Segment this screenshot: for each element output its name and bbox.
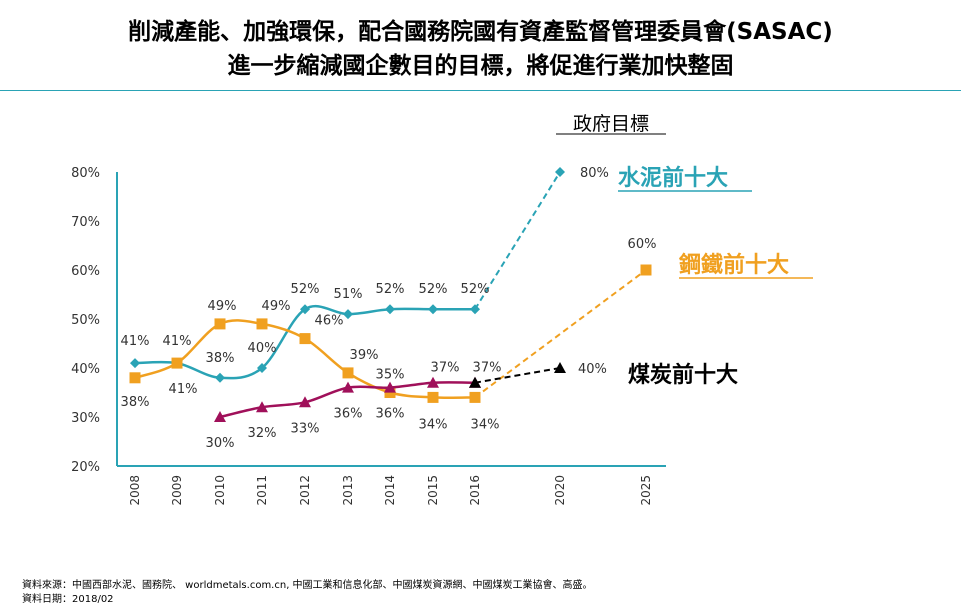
data-point-marker (342, 381, 354, 393)
data-point-marker (343, 309, 353, 320)
target-data-label: 40% (578, 362, 607, 377)
data-point-marker (470, 304, 480, 315)
target-point-marker (640, 264, 652, 276)
data-label: 33% (291, 421, 320, 436)
data-point-marker (384, 381, 396, 393)
y-tick-label: 40% (71, 362, 100, 377)
data-point-marker (427, 391, 439, 403)
data-label: 49% (262, 299, 291, 314)
y-tick-label: 20% (71, 460, 100, 475)
x-tick-label: 2020 (553, 475, 567, 506)
x-tick-label: 2008 (128, 475, 142, 506)
series-name-label: 水泥前十大 (618, 165, 728, 191)
data-point-marker (299, 333, 311, 345)
target-data-label: 80% (580, 166, 609, 181)
x-tick-label: 2015 (426, 475, 440, 506)
y-tick-label: 60% (71, 264, 100, 279)
data-point-marker (214, 318, 226, 330)
x-tick-label: 2013 (341, 475, 355, 506)
data-label: 32% (248, 426, 277, 441)
data-point-marker (130, 358, 140, 369)
chart-title-line-1: 削減產能、加強環保，配合國務院國有資產監督管理委員會(SASAC) (128, 19, 833, 45)
x-tick-label: 2012 (298, 475, 312, 506)
data-label: 41% (121, 334, 150, 349)
x-tick-label: 2016 (468, 475, 482, 506)
data-label: 41% (169, 382, 198, 397)
data-point-marker (469, 376, 481, 388)
data-point-marker (469, 391, 481, 403)
target-projection-line (474, 171, 561, 310)
series-name-label: 煤炭前十大 (628, 362, 738, 388)
date-note: 資料日期：2018/02 (22, 594, 114, 605)
data-label: 36% (334, 407, 363, 422)
y-tick-label: 30% (71, 411, 100, 426)
data-label: 40% (248, 341, 277, 356)
data-label: 52% (376, 282, 405, 297)
data-point-marker (257, 363, 267, 373)
target-point-marker (554, 362, 566, 373)
y-tick-label: 50% (71, 313, 100, 328)
data-point-marker (300, 304, 310, 315)
data-label: 37% (473, 361, 502, 376)
data-point-marker (427, 376, 439, 388)
data-label: 49% (208, 299, 237, 314)
data-label: 30% (206, 436, 235, 451)
data-point-marker (129, 372, 141, 384)
data-point-marker (342, 367, 354, 379)
data-label: 35% (376, 368, 405, 383)
x-tick-label: 2010 (213, 475, 227, 506)
x-tick-label: 2011 (255, 475, 269, 506)
data-point-marker (215, 372, 225, 383)
data-point-marker (428, 304, 438, 315)
data-label: 38% (206, 351, 235, 366)
data-label: 36% (376, 407, 405, 422)
data-label: 46% (315, 314, 344, 329)
target-header: 政府目標 (573, 113, 649, 135)
y-tick-label: 70% (71, 215, 100, 230)
top-divider (0, 90, 961, 91)
data-label: 38% (121, 395, 150, 410)
y-tick-label: 80% (71, 166, 100, 181)
data-label: 51% (334, 287, 363, 302)
data-label: 39% (350, 348, 379, 363)
x-tick-label: 2009 (170, 475, 184, 506)
data-label: 52% (419, 282, 448, 297)
data-label: 34% (419, 417, 448, 432)
target-point-marker (555, 167, 565, 177)
data-point-marker (256, 318, 268, 330)
chart-title-line-2: 進一步縮減國企數目的目標，將促進行業加快整固 (227, 53, 734, 79)
data-point-marker (256, 401, 268, 413)
data-label: 41% (163, 334, 192, 349)
x-tick-label: 2025 (639, 475, 653, 506)
x-tick-label: 2014 (383, 475, 397, 506)
data-point-marker (299, 396, 311, 408)
source-note: 資料來源：中國西部水泥、國務院、 worldmetals.com.cn, 中國工… (22, 580, 593, 591)
data-point-marker (171, 357, 183, 369)
data-point-marker (214, 411, 226, 422)
data-label: 52% (461, 282, 490, 297)
data-point-marker (385, 304, 395, 315)
data-label: 34% (471, 417, 500, 432)
series-name-label: 鋼鐵前十大 (678, 252, 789, 278)
target-projection-line (474, 269, 647, 399)
data-label: 52% (291, 282, 320, 297)
data-label: 37% (431, 361, 460, 376)
target-data-label: 60% (628, 237, 657, 252)
target-projection-line (474, 367, 561, 384)
